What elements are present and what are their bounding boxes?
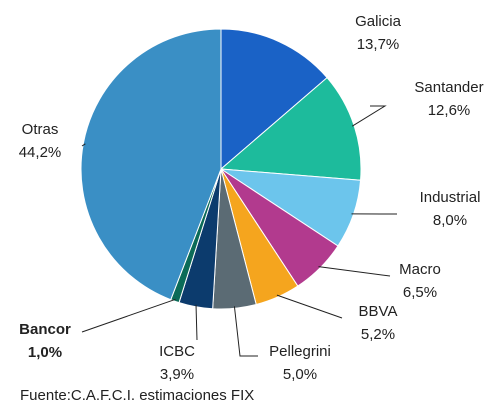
leader-line	[318, 266, 391, 277]
slice-label: BBVA	[359, 303, 398, 320]
labels: Galicia 13,7% Santander 12,6% Industrial 8,0%…	[19, 13, 484, 383]
slice-label: Otras	[22, 121, 59, 138]
slice-value-label: 44,2%	[19, 144, 62, 161]
leader-line	[233, 306, 258, 357]
slice-value-label: 5,2%	[361, 326, 395, 343]
slice-label: Pellegrini	[269, 343, 331, 360]
slice-value-label: 6,5%	[403, 284, 437, 301]
slice-value-label: 12,6%	[428, 102, 471, 119]
pie-slice	[220, 28, 328, 171]
slice-value-label: 3,9%	[160, 366, 194, 383]
slice-value-label: 8,0%	[433, 212, 467, 229]
pie-slice	[80, 28, 222, 301]
leader-line	[81, 143, 86, 147]
slice-label: ICBC	[159, 343, 195, 360]
slice-label: Bancor	[19, 321, 71, 338]
slice-label: Galicia	[355, 13, 402, 30]
leader-line	[195, 304, 198, 341]
leader-line	[81, 298, 176, 333]
pie	[80, 28, 362, 310]
leader-line	[351, 105, 387, 127]
slice-label: Macro	[399, 261, 441, 278]
slice-value-label: 5,0%	[283, 366, 317, 383]
slice-value-label: 13,7%	[357, 36, 400, 53]
leader-line	[276, 294, 343, 319]
slice-value-label: 1,0%	[28, 344, 62, 361]
slice-label: Santander	[414, 79, 483, 96]
slice-label: Industrial	[420, 189, 481, 206]
source-note: Fuente:C.A.F.C.I. estimaciones FIX	[20, 387, 254, 404]
